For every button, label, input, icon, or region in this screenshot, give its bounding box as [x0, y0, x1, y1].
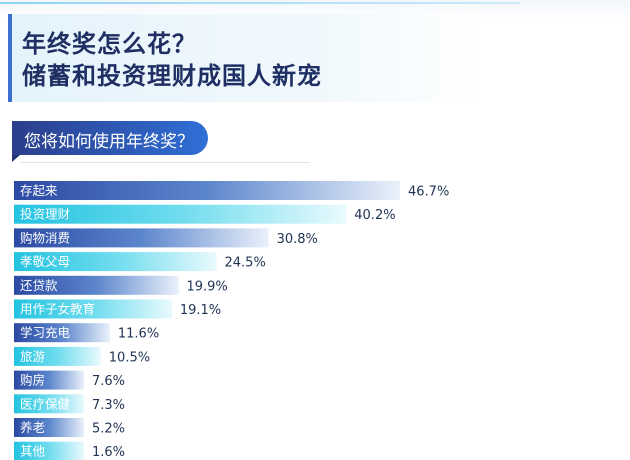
- bar-category-label: 存起来: [20, 183, 58, 198]
- bar-category-label: 其他: [20, 444, 46, 459]
- bar-12: [14, 441, 84, 460]
- bar-category-label: 养老: [20, 420, 45, 435]
- bar-8: [14, 346, 101, 366]
- bar-1: [14, 181, 400, 200]
- question-tab-fold: [12, 155, 20, 162]
- page-title-line-1: 年终奖怎么花？: [22, 30, 197, 58]
- bar-category-label: 投资理财: [20, 207, 70, 222]
- bar-category-label: 旅游: [20, 349, 46, 364]
- bar-category-label: 学习充电: [20, 325, 71, 340]
- bar-category-label: 孝敬父母: [20, 254, 70, 269]
- bar-value-label: 7.3%: [92, 398, 125, 413]
- bar-5: [14, 275, 179, 295]
- bar-value-label: 1.6%: [92, 445, 125, 460]
- bar-category-label: 医疗保健: [20, 396, 71, 411]
- question-tab: [12, 121, 208, 155]
- bar-9: [14, 370, 84, 390]
- bar-value-label: 24.5%: [225, 256, 266, 271]
- bar-value-label: 19.9%: [186, 279, 227, 294]
- bar-10: [14, 394, 84, 414]
- bar-category-label: 购房: [20, 373, 45, 388]
- top-accent-line: [0, 2, 520, 4]
- bar-value-label: 46.7%: [408, 185, 449, 200]
- bar-value-label: 30.8%: [277, 232, 318, 247]
- bar-value-label: 40.2%: [354, 208, 395, 223]
- bar-6: [14, 299, 172, 319]
- bar-4: [14, 252, 217, 272]
- bar-category-label: 用作子女教育: [20, 302, 95, 317]
- bar-category-label: 还贷款: [20, 278, 58, 293]
- bar-value-label: 19.1%: [180, 303, 221, 318]
- bar-value-label: 11.6%: [118, 327, 159, 342]
- bar-2: [14, 204, 347, 224]
- page-title-line-2: 储蓄和投资理财成国人新宠: [22, 62, 322, 90]
- question-text: 您将如何使用年终奖？: [24, 132, 194, 152]
- bar-3: [14, 228, 269, 248]
- question-divider: [20, 162, 310, 163]
- bar-7: [14, 323, 110, 343]
- bar-value-label: 10.5%: [109, 350, 150, 365]
- bar-11: [14, 418, 84, 437]
- bar-value-label: 7.6%: [92, 374, 125, 389]
- bar-value-label: 5.2%: [92, 422, 125, 437]
- header-card: [8, 14, 480, 102]
- bar-category-label: 购物消费: [20, 230, 70, 245]
